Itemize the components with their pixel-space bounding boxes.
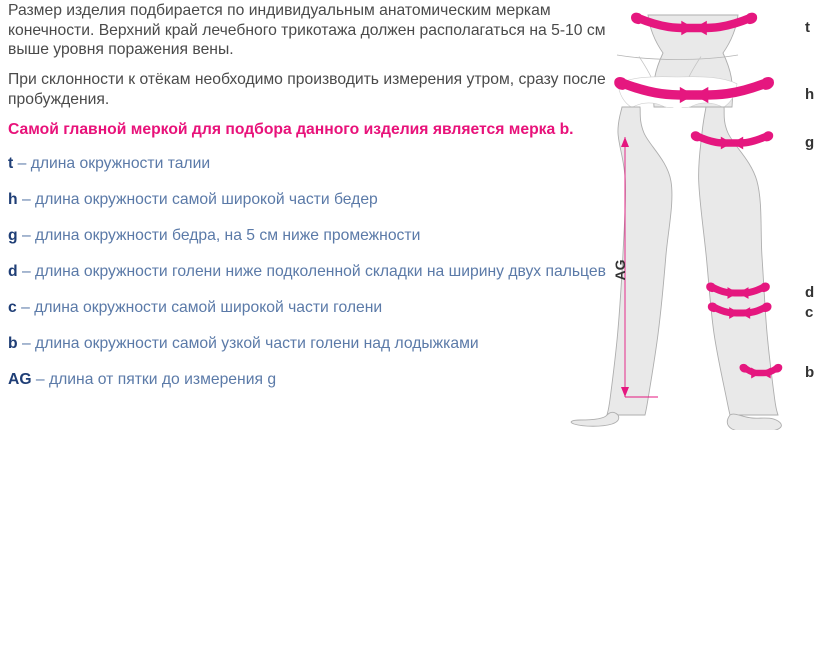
svg-text:d: d — [805, 284, 814, 301]
svg-text:g: g — [805, 134, 814, 151]
svg-text:AG: AG — [612, 259, 628, 280]
svg-text:h: h — [805, 86, 814, 103]
svg-text:b: b — [805, 364, 814, 381]
svg-text:c: c — [805, 304, 813, 321]
svg-text:t: t — [805, 19, 810, 36]
